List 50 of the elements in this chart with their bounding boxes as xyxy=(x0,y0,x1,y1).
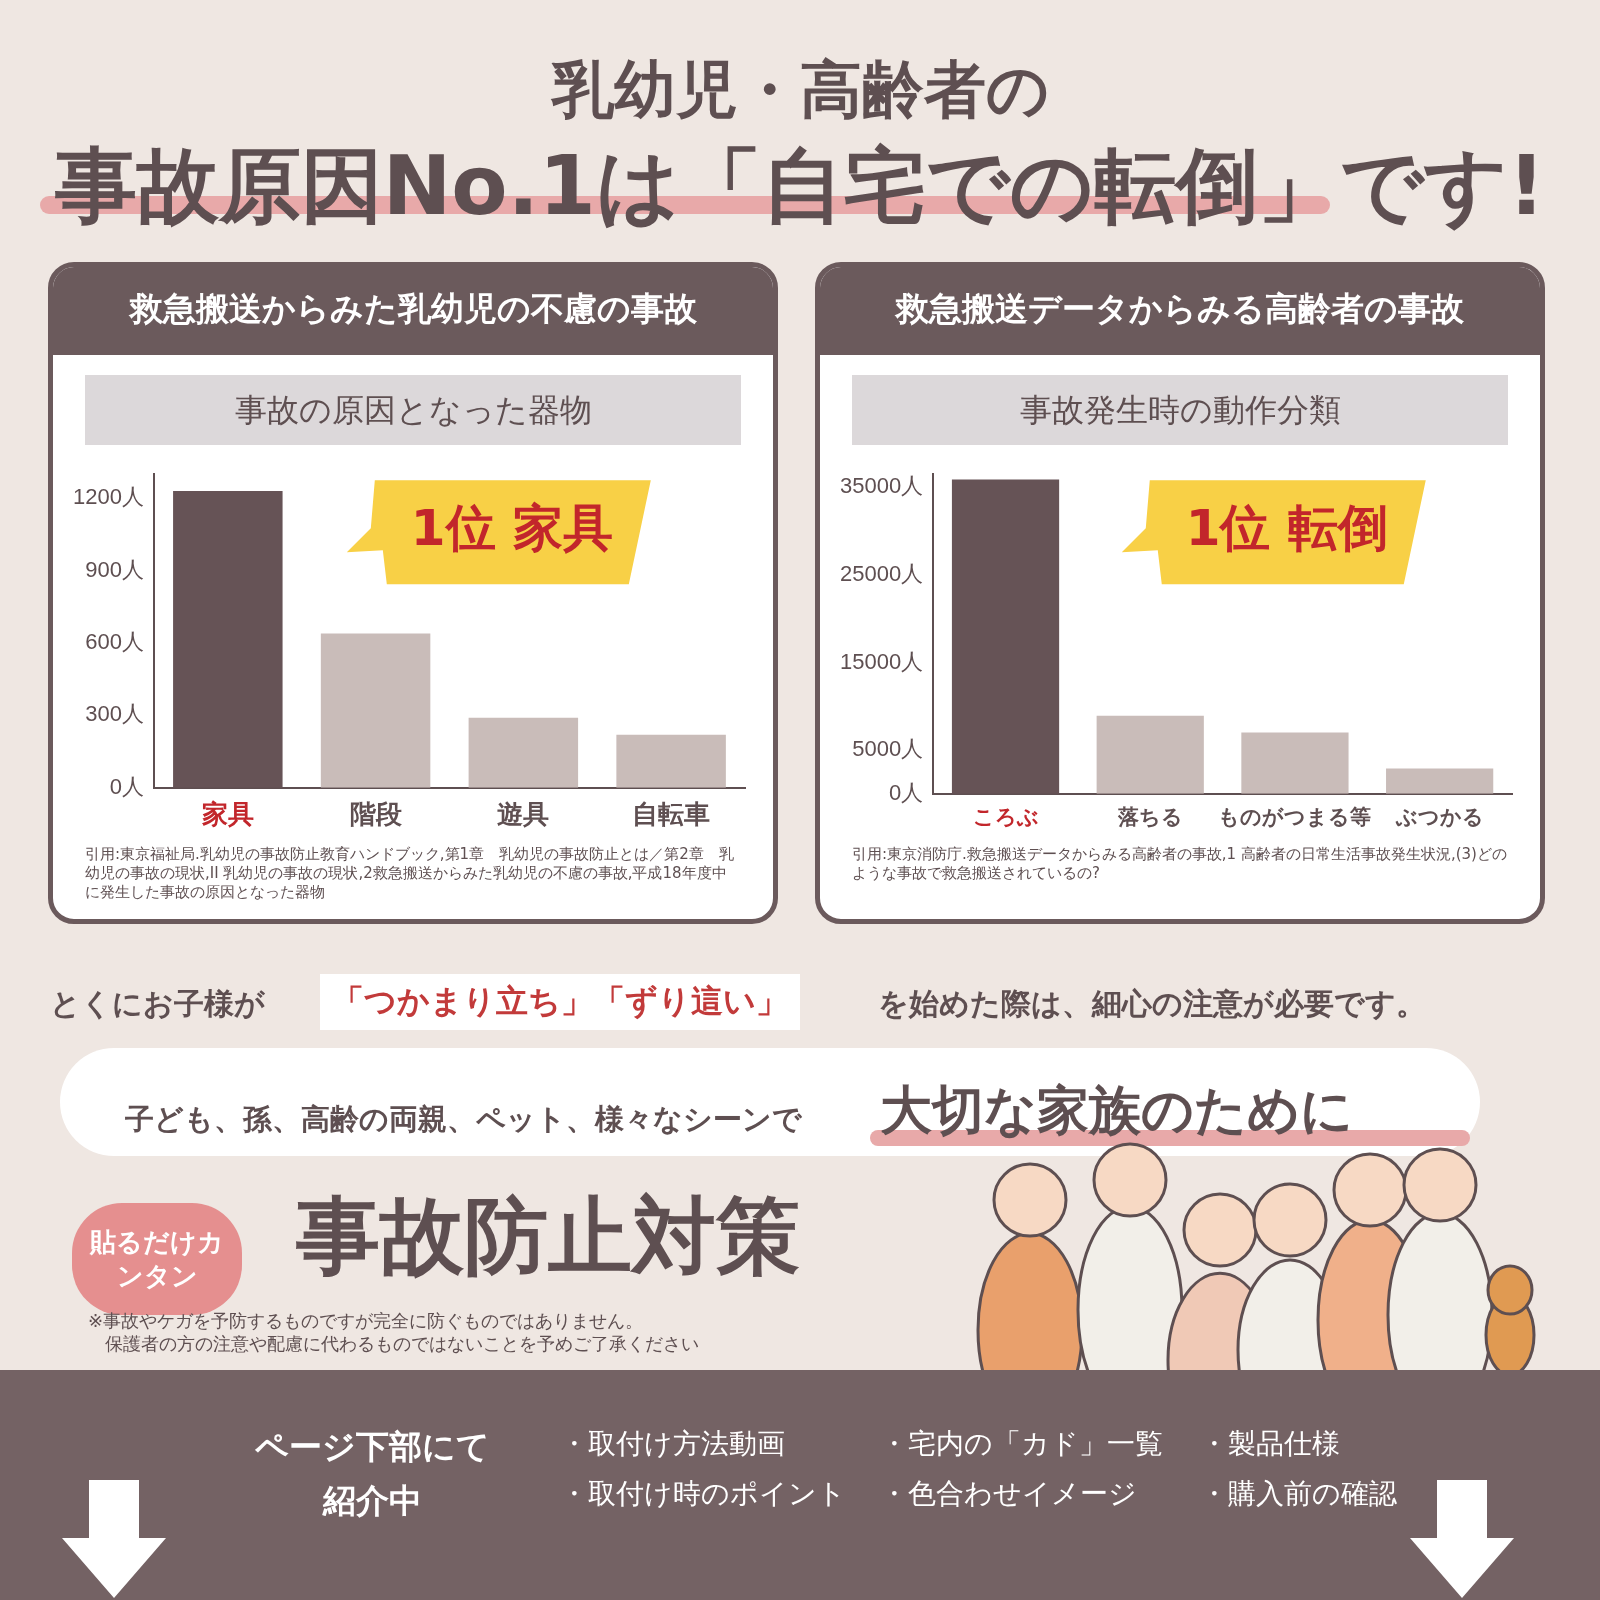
bar xyxy=(468,717,579,788)
text: ・購入前の確認 xyxy=(1200,1476,1397,1512)
x-tick-label: 遊具 xyxy=(497,798,550,829)
y-tick-label: 300人 xyxy=(85,701,144,727)
y-tick-label: 25000人 xyxy=(839,560,924,586)
y-tick-label: 0人 xyxy=(888,779,924,805)
annotation: 1位 転倒 xyxy=(1185,499,1388,558)
x-tick-label: 落ちる xyxy=(1116,805,1183,829)
bar xyxy=(1241,732,1349,794)
text: を始めた際は、細心の注意が必要です。 xyxy=(878,985,1426,1023)
x-tick-label: ころぶ xyxy=(972,805,1039,829)
text: 保護者の方の注意や配慮に代わるものではないことを予めご了承ください xyxy=(105,1332,699,1356)
text: ・製品仕様 xyxy=(1200,1426,1340,1462)
y-tick-label: 35000人 xyxy=(839,473,924,499)
text: 子ども、孫、高齢の両親、ペット、様々なシーンで xyxy=(125,1101,802,1138)
chart-subtitle: 事故の原因となった器物 xyxy=(85,375,741,445)
text: 引用:東京消防庁.救急搬送データからみる高齢者の事故,1 高齢者の日常生活事故発生状況,(3)どのような事故で救急搬送されているの? xyxy=(852,845,1508,883)
y-tick-label: 5000人 xyxy=(852,736,924,762)
chart-title: 救急搬送からみた乳幼児の不慮の事故 xyxy=(53,267,773,355)
text: とくにお子様が xyxy=(50,985,265,1023)
text: ・取付け方法動画 xyxy=(560,1426,785,1462)
chart-title: 救急搬送データからみる高齢者の事故 xyxy=(820,267,1540,355)
x-tick-label: 家具 xyxy=(200,798,254,829)
text: ・取付け時のポイント xyxy=(560,1476,846,1512)
x-tick-label: ぶつかる xyxy=(1394,805,1484,829)
y-tick-label: 900人 xyxy=(85,556,144,582)
y-tick-label: 600人 xyxy=(85,629,144,655)
annotation: 1位 家具 xyxy=(410,499,613,558)
text: 事故原因No.1は「自宅での転倒」です! xyxy=(53,137,1547,235)
text: 引用:東京福祉局.乳幼児の事故防止教育ハンドブック,第1章 乳幼児の事故防止とは／第2章 乳幼児の事故の現状,II 乳幼児の事故の現状,2救急搬送からみた乳幼児の不慮の事故,平成18年度中に発生した事故の原因となった器物 xyxy=(85,845,735,902)
text: ・宅内の「カド」一覧 xyxy=(880,1426,1163,1462)
y-tick-label: 1200人 xyxy=(72,484,144,510)
x-tick-label: ものがつまる等 xyxy=(1218,805,1372,829)
text: ※事故やケガを予防するものですが完全に防ぐものではありません。 xyxy=(88,1309,644,1333)
text: ページ下部にて紹介中 xyxy=(253,1426,491,1522)
bar xyxy=(1386,768,1494,794)
x-tick-label: 階段 xyxy=(349,798,403,829)
bar xyxy=(616,734,726,788)
y-tick-label: 15000人 xyxy=(839,648,924,674)
chart-subtitle: 事故発生時の動作分類 xyxy=(852,375,1508,445)
text: ・色合わせイメージ xyxy=(880,1476,1137,1512)
text: 貼るだけカンタン xyxy=(90,1227,224,1291)
x-tick-label: 自転車 xyxy=(632,798,711,829)
y-tick-label: 0人 xyxy=(109,773,144,799)
text: 事故防止対策 xyxy=(296,1186,800,1287)
text: 「つかまり立ち」「ずり這い」 xyxy=(320,974,800,1030)
text: 乳幼児・高齢者の xyxy=(550,52,1050,128)
text: 大切な家族のために xyxy=(880,1079,1353,1142)
bar xyxy=(1096,715,1204,794)
bar xyxy=(320,633,431,788)
